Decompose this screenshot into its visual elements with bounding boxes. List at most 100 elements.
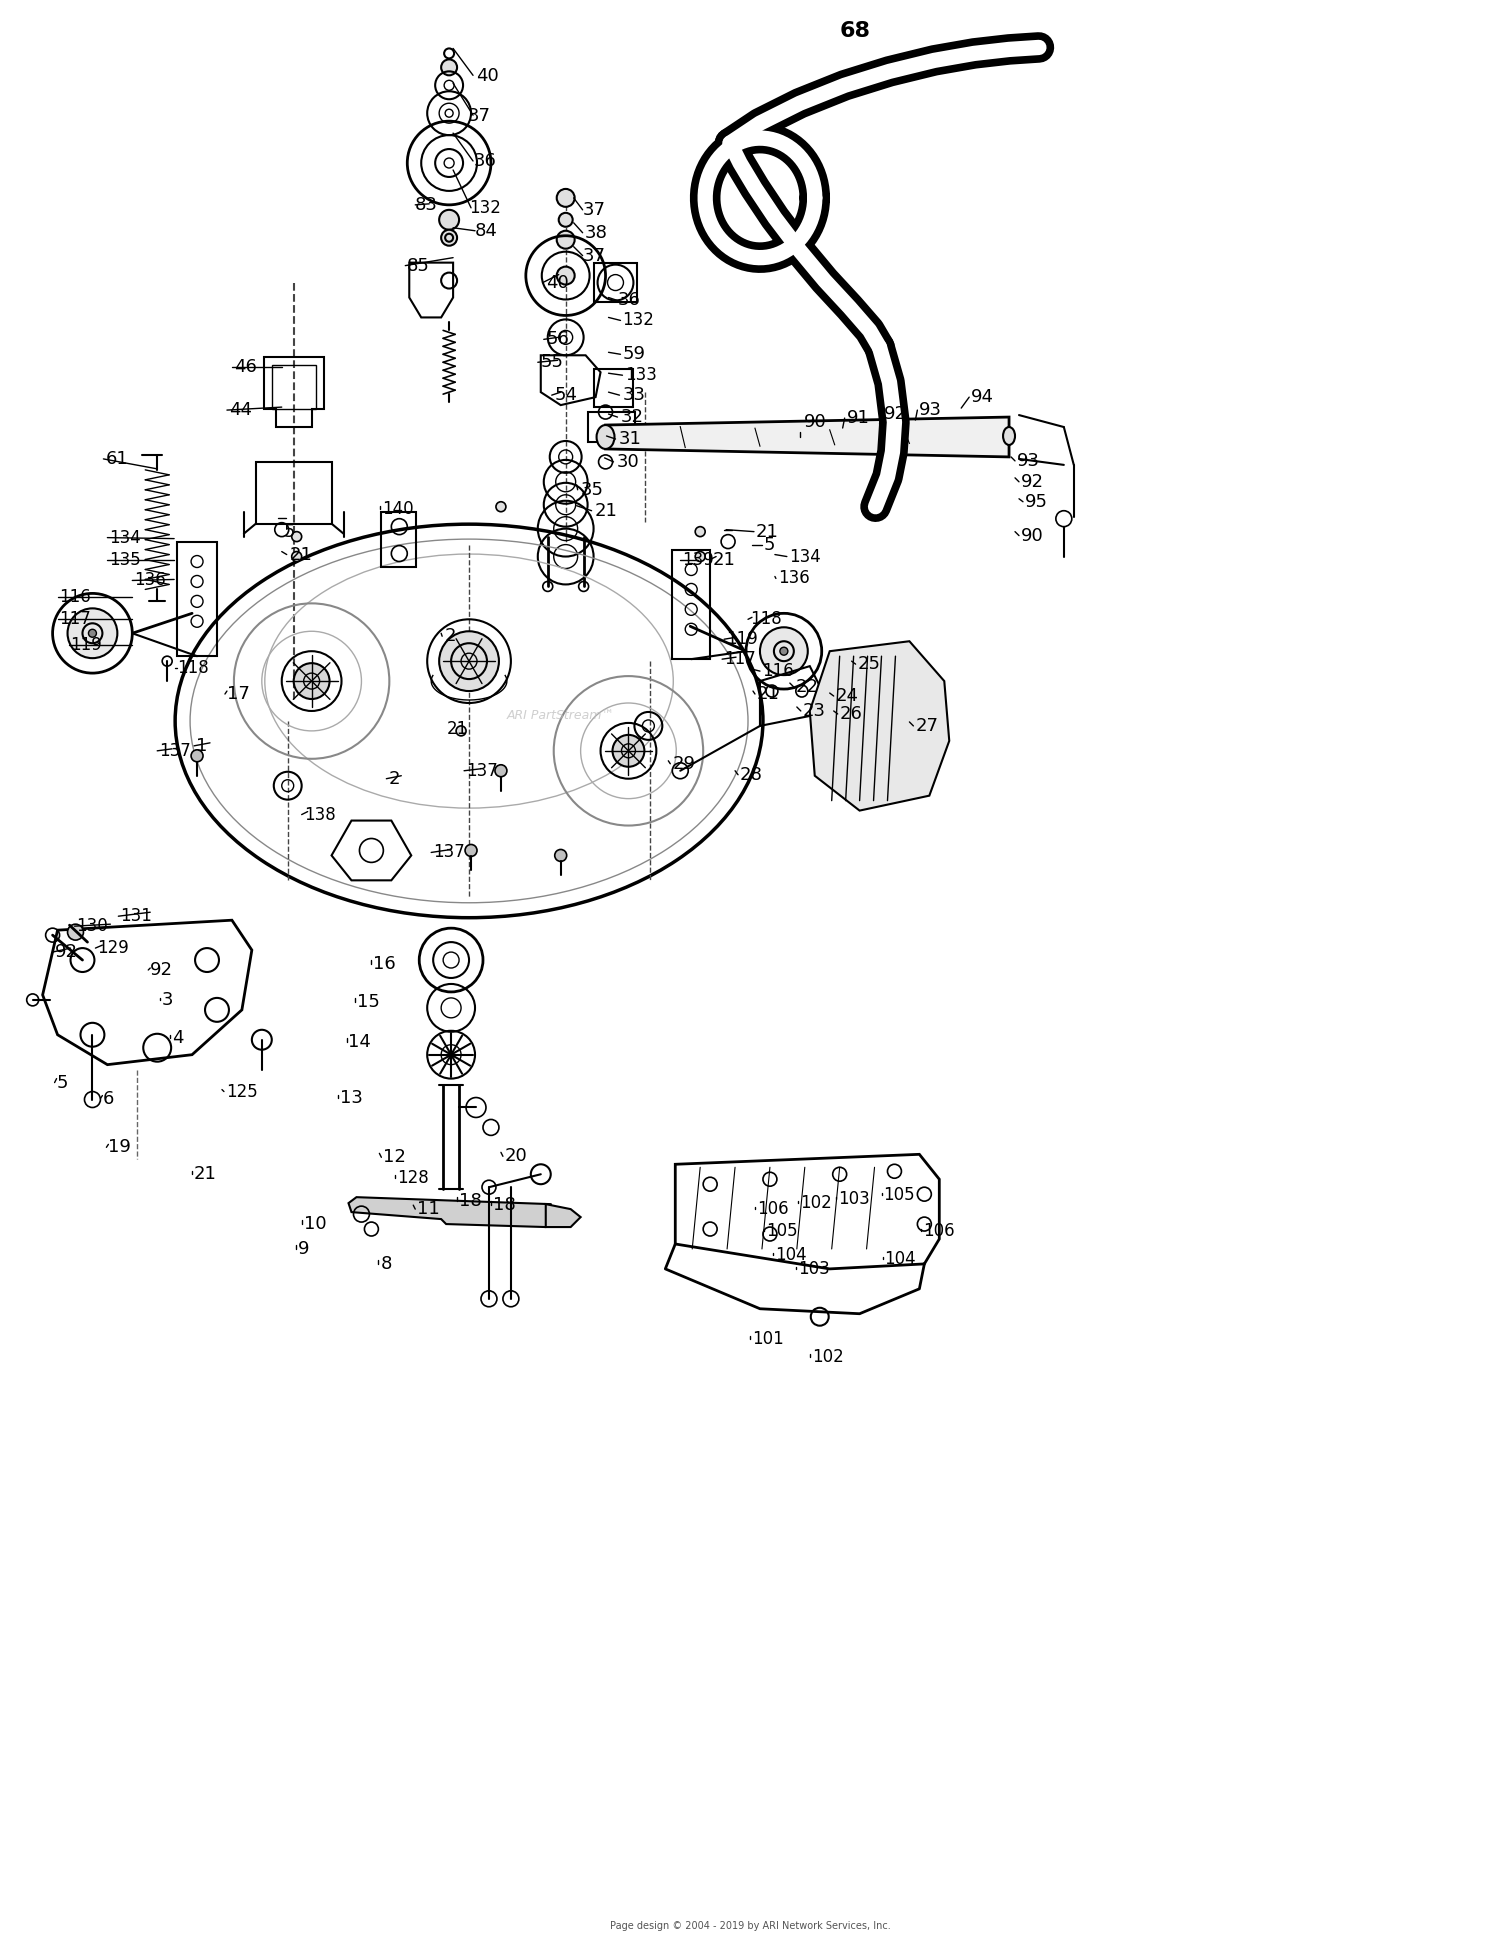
- Text: 137: 137: [433, 844, 465, 861]
- Text: 32: 32: [621, 408, 644, 426]
- Text: 61: 61: [105, 449, 128, 469]
- Text: 84: 84: [476, 222, 498, 239]
- Circle shape: [190, 750, 202, 762]
- Text: 92: 92: [884, 404, 906, 424]
- Text: 91: 91: [846, 408, 870, 428]
- Text: 102: 102: [812, 1347, 843, 1365]
- Text: 12: 12: [384, 1149, 406, 1166]
- Text: 21: 21: [290, 546, 312, 564]
- Text: 36: 36: [618, 292, 640, 309]
- Text: 129: 129: [98, 939, 129, 956]
- Text: 68: 68: [840, 21, 870, 41]
- Circle shape: [558, 212, 573, 227]
- Circle shape: [68, 608, 117, 659]
- Text: 44: 44: [230, 400, 252, 420]
- Text: 92: 92: [54, 943, 78, 960]
- Text: 20: 20: [506, 1147, 528, 1164]
- Text: 134: 134: [110, 529, 141, 546]
- Text: 92: 92: [150, 960, 172, 980]
- Text: 118: 118: [750, 610, 782, 628]
- Text: 13: 13: [339, 1089, 363, 1106]
- Text: 90: 90: [804, 412, 826, 432]
- Polygon shape: [546, 1203, 580, 1227]
- Text: 135: 135: [110, 550, 141, 568]
- Text: 103: 103: [798, 1260, 830, 1277]
- Text: 139: 139: [682, 550, 714, 568]
- Text: 93: 93: [1017, 451, 1040, 470]
- Text: 29: 29: [672, 754, 696, 774]
- Text: 2: 2: [444, 628, 456, 645]
- Text: 5: 5: [57, 1073, 68, 1093]
- Circle shape: [88, 630, 96, 638]
- Text: 5: 5: [284, 523, 296, 540]
- Circle shape: [465, 844, 477, 857]
- Text: 21: 21: [758, 684, 780, 704]
- Text: 4: 4: [172, 1028, 183, 1046]
- Text: 37: 37: [582, 200, 606, 220]
- Text: 134: 134: [789, 548, 820, 566]
- Circle shape: [556, 266, 574, 284]
- Text: 1: 1: [196, 737, 207, 754]
- Ellipse shape: [597, 426, 615, 449]
- Text: 27: 27: [915, 717, 939, 735]
- Text: 25: 25: [858, 655, 880, 673]
- Text: 132: 132: [622, 311, 654, 329]
- Text: 132: 132: [470, 198, 501, 218]
- Text: 130: 130: [76, 918, 108, 935]
- Text: 101: 101: [752, 1330, 783, 1347]
- Text: 105: 105: [884, 1186, 915, 1203]
- Circle shape: [441, 60, 458, 76]
- Text: 133: 133: [626, 365, 657, 385]
- Text: 17: 17: [226, 684, 251, 704]
- Text: 55: 55: [542, 354, 564, 371]
- Text: 138: 138: [303, 805, 336, 824]
- Text: 136: 136: [135, 572, 166, 589]
- Text: 23: 23: [802, 702, 826, 719]
- Text: 37: 37: [582, 247, 606, 264]
- Text: 3: 3: [162, 991, 174, 1009]
- Circle shape: [694, 552, 705, 562]
- Circle shape: [760, 628, 808, 675]
- Text: 21: 21: [712, 550, 735, 568]
- Text: 16: 16: [374, 955, 396, 974]
- Text: 59: 59: [622, 346, 645, 364]
- Text: 92: 92: [1022, 472, 1044, 490]
- Polygon shape: [606, 418, 1010, 457]
- Circle shape: [441, 229, 458, 245]
- Text: 19: 19: [108, 1139, 132, 1157]
- Text: 117: 117: [724, 649, 756, 669]
- Text: 131: 131: [120, 908, 152, 925]
- Text: 140: 140: [382, 500, 414, 517]
- Circle shape: [496, 502, 506, 511]
- Circle shape: [694, 527, 705, 537]
- Text: 90: 90: [1022, 527, 1044, 544]
- Text: 106: 106: [758, 1199, 789, 1219]
- Circle shape: [556, 231, 574, 249]
- Circle shape: [294, 663, 330, 700]
- Text: 33: 33: [622, 387, 645, 404]
- Text: 119: 119: [70, 636, 102, 655]
- Text: 54: 54: [555, 387, 578, 404]
- Text: 2: 2: [388, 770, 400, 787]
- Text: 116: 116: [762, 663, 794, 680]
- Text: 11: 11: [417, 1199, 440, 1219]
- Text: 36: 36: [474, 152, 496, 169]
- Polygon shape: [810, 642, 950, 811]
- Text: 28: 28: [740, 766, 764, 783]
- Text: 10: 10: [303, 1215, 327, 1232]
- Text: 137: 137: [466, 762, 498, 780]
- Text: 26: 26: [840, 706, 862, 723]
- Circle shape: [555, 850, 567, 861]
- Circle shape: [612, 735, 645, 766]
- Text: Page design © 2004 - 2019 by ARI Network Services, Inc.: Page design © 2004 - 2019 by ARI Network…: [609, 1921, 891, 1932]
- Text: 106: 106: [924, 1223, 956, 1240]
- Text: 128: 128: [398, 1168, 429, 1188]
- Text: 35: 35: [580, 480, 603, 500]
- Text: 105: 105: [766, 1223, 798, 1240]
- Text: 85: 85: [406, 257, 429, 274]
- Text: 56: 56: [548, 330, 570, 348]
- Circle shape: [291, 552, 302, 562]
- Text: 116: 116: [60, 589, 92, 607]
- Text: 94: 94: [970, 389, 994, 406]
- Circle shape: [556, 189, 574, 206]
